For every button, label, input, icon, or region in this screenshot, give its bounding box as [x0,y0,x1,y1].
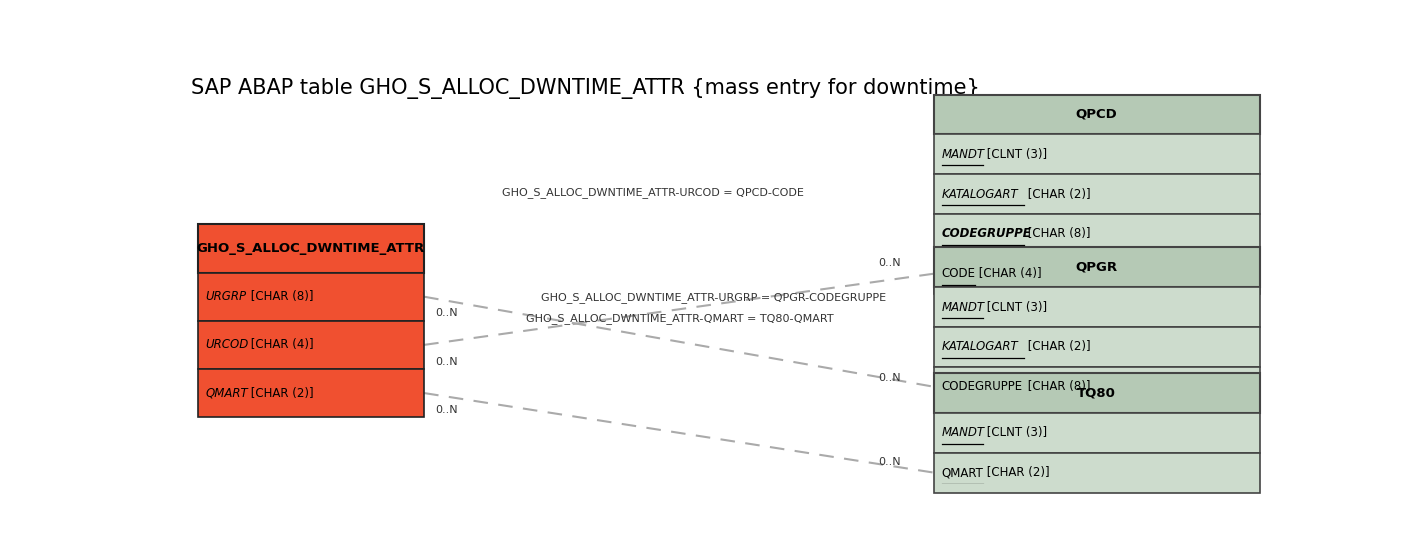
Text: MANDT: MANDT [941,301,984,314]
Text: URGRP: URGRP [205,290,246,303]
Text: [CHAR (8)]: [CHAR (8)] [1024,380,1091,393]
Text: [CHAR (2)]: [CHAR (2)] [1024,341,1091,354]
Text: 0..N: 0..N [436,405,457,415]
Text: TQ80: TQ80 [1078,387,1116,399]
FancyBboxPatch shape [934,367,1259,407]
Text: CODE: CODE [941,267,975,280]
Text: CODEGRUPPE: CODEGRUPPE [941,227,1031,240]
FancyBboxPatch shape [198,273,424,321]
Text: [CHAR (8)]: [CHAR (8)] [246,290,313,303]
Text: CODEGRUPPE: CODEGRUPPE [941,380,1022,393]
FancyBboxPatch shape [934,134,1259,174]
FancyBboxPatch shape [934,174,1259,214]
Text: KATALOGART: KATALOGART [941,341,1018,354]
Text: [CHAR (4)]: [CHAR (4)] [975,267,1041,280]
Text: 0..N: 0..N [879,258,901,268]
FancyBboxPatch shape [198,321,424,369]
FancyBboxPatch shape [934,413,1259,453]
FancyBboxPatch shape [934,214,1259,254]
Text: [CHAR (4)]: [CHAR (4)] [246,338,313,351]
Text: GHO_S_ALLOC_DWNTIME_ATTR-URGRP = QPGR-CODEGRUPPE: GHO_S_ALLOC_DWNTIME_ATTR-URGRP = QPGR-CO… [541,292,886,303]
Text: 0..N: 0..N [436,308,457,318]
FancyBboxPatch shape [934,254,1259,294]
FancyBboxPatch shape [934,373,1259,413]
Text: URCOD: URCOD [205,338,249,351]
FancyBboxPatch shape [934,248,1259,287]
FancyBboxPatch shape [198,369,424,417]
Text: QMART: QMART [205,387,248,399]
Text: MANDT: MANDT [941,148,984,161]
Text: SAP ABAP table GHO_S_ALLOC_DWNTIME_ATTR {mass entry for downtime}: SAP ABAP table GHO_S_ALLOC_DWNTIME_ATTR … [191,78,980,99]
FancyBboxPatch shape [934,95,1259,134]
Text: [CHAR (2)]: [CHAR (2)] [983,466,1049,479]
Text: KATALOGART: KATALOGART [941,188,1018,201]
FancyBboxPatch shape [934,327,1259,367]
Text: QPGR: QPGR [1075,261,1118,274]
Text: 0..N: 0..N [436,357,457,367]
Text: GHO_S_ALLOC_DWNTIME_ATTR-URCOD = QPCD-CODE: GHO_S_ALLOC_DWNTIME_ATTR-URCOD = QPCD-CO… [501,188,803,199]
FancyBboxPatch shape [934,453,1259,492]
Text: [CHAR (2)]: [CHAR (2)] [1024,188,1091,201]
Text: [CLNT (3)]: [CLNT (3)] [983,301,1047,314]
Text: GHO_S_ALLOC_DWNTIME_ATTR-QMART = TQ80-QMART: GHO_S_ALLOC_DWNTIME_ATTR-QMART = TQ80-QM… [527,313,834,324]
Text: [CLNT (3)]: [CLNT (3)] [983,426,1047,440]
Text: MANDT: MANDT [941,426,984,440]
Text: [CHAR (8)]: [CHAR (8)] [1024,227,1091,240]
Text: GHO_S_ALLOC_DWNTIME_ATTR: GHO_S_ALLOC_DWNTIME_ATTR [197,242,426,255]
Text: [CLNT (3)]: [CLNT (3)] [983,148,1047,161]
Text: 0..N: 0..N [879,457,901,467]
Text: QPCD: QPCD [1077,108,1118,121]
FancyBboxPatch shape [934,287,1259,327]
Text: 0..N: 0..N [879,373,901,384]
Text: [CHAR (2)]: [CHAR (2)] [246,387,313,399]
Text: QMART: QMART [941,466,984,479]
FancyBboxPatch shape [198,225,424,273]
